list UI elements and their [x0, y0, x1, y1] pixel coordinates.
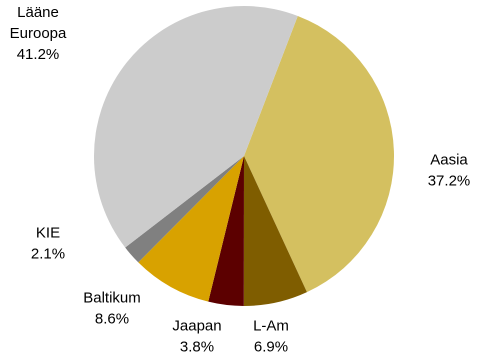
pie-label-name: Lääne: [17, 4, 59, 21]
pie-label-jaapan: Jaapan 3.8%: [172, 318, 221, 356]
pie-label-name: Baltikum: [83, 290, 141, 307]
pie-label-name: L-Am: [253, 318, 289, 335]
pie-label-name: Euroopa: [10, 25, 67, 42]
pie-label-kie: KIE 2.1%: [31, 225, 65, 263]
pie-label-baltikum: Baltikum 8.6%: [83, 290, 141, 328]
pie-slice-kie: [125, 156, 244, 263]
pie-label-name: Aasia: [430, 152, 468, 169]
pie-label-l-ne-euroopa: Lääne Euroopa 41.2%: [10, 4, 67, 63]
pie-label-value: 3.8%: [180, 339, 214, 356]
pie-slice-l-ne-euroopa: [93, 5, 298, 248]
pie-label-name: KIE: [36, 225, 60, 242]
pie-label-value: 6.9%: [254, 339, 288, 356]
pie-label-aasia: Aasia 37.2%: [428, 152, 471, 190]
pie-label-value: 8.6%: [95, 311, 129, 328]
pie-slice-aasia: [244, 15, 395, 293]
pie-label-value: 2.1%: [31, 246, 65, 263]
pie-labels: Aasia 37.2% L-Am 6.9% Jaapan 3.8% Baltikum 8.6%…: [10, 4, 471, 356]
pie-slice-jaapan: [208, 156, 244, 306]
pie-slices: [93, 5, 395, 307]
pie-label-value: 37.2%: [428, 173, 471, 190]
pie-slice-l-am: [243, 156, 307, 307]
pie-label-l-am: L-Am 6.9%: [253, 318, 289, 356]
pie-slice-baltikum: [138, 156, 244, 302]
pie-label-value: 41.2%: [17, 46, 60, 63]
pie-label-name: Jaapan: [172, 318, 221, 335]
